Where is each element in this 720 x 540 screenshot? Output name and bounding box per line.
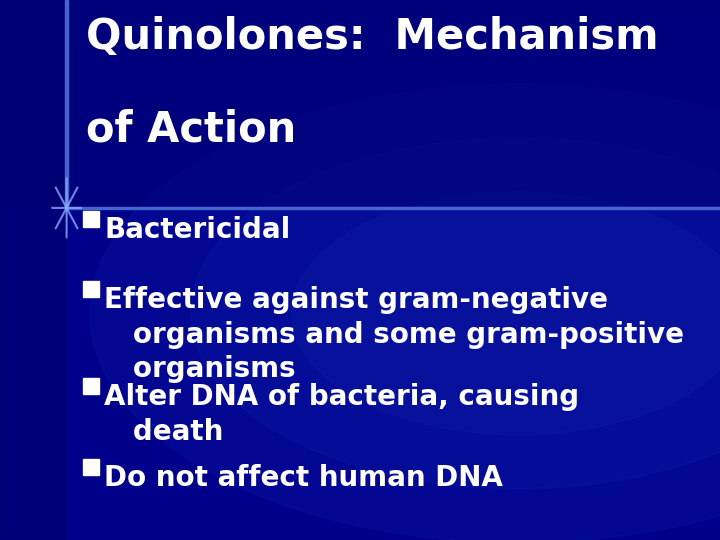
Bar xyxy=(83,211,99,227)
Text: Effective against gram-negative
   organisms and some gram-positive
   organisms: Effective against gram-negative organism… xyxy=(104,286,685,383)
Text: Alter DNA of bacteria, causing
   death: Alter DNA of bacteria, causing death xyxy=(104,383,580,446)
Bar xyxy=(0,0,65,540)
Ellipse shape xyxy=(292,192,720,435)
Text: of Action: of Action xyxy=(86,108,297,150)
Text: Quinolones:  Mechanism: Quinolones: Mechanism xyxy=(86,16,659,58)
Bar xyxy=(0,0,720,205)
Bar xyxy=(83,460,99,475)
Bar xyxy=(65,207,720,209)
Bar xyxy=(65,0,68,208)
Bar xyxy=(83,379,99,394)
Text: Bactericidal: Bactericidal xyxy=(104,216,291,244)
Ellipse shape xyxy=(90,84,720,540)
Text: Do not affect human DNA: Do not affect human DNA xyxy=(104,464,503,492)
Ellipse shape xyxy=(191,138,720,489)
Bar xyxy=(83,281,99,297)
